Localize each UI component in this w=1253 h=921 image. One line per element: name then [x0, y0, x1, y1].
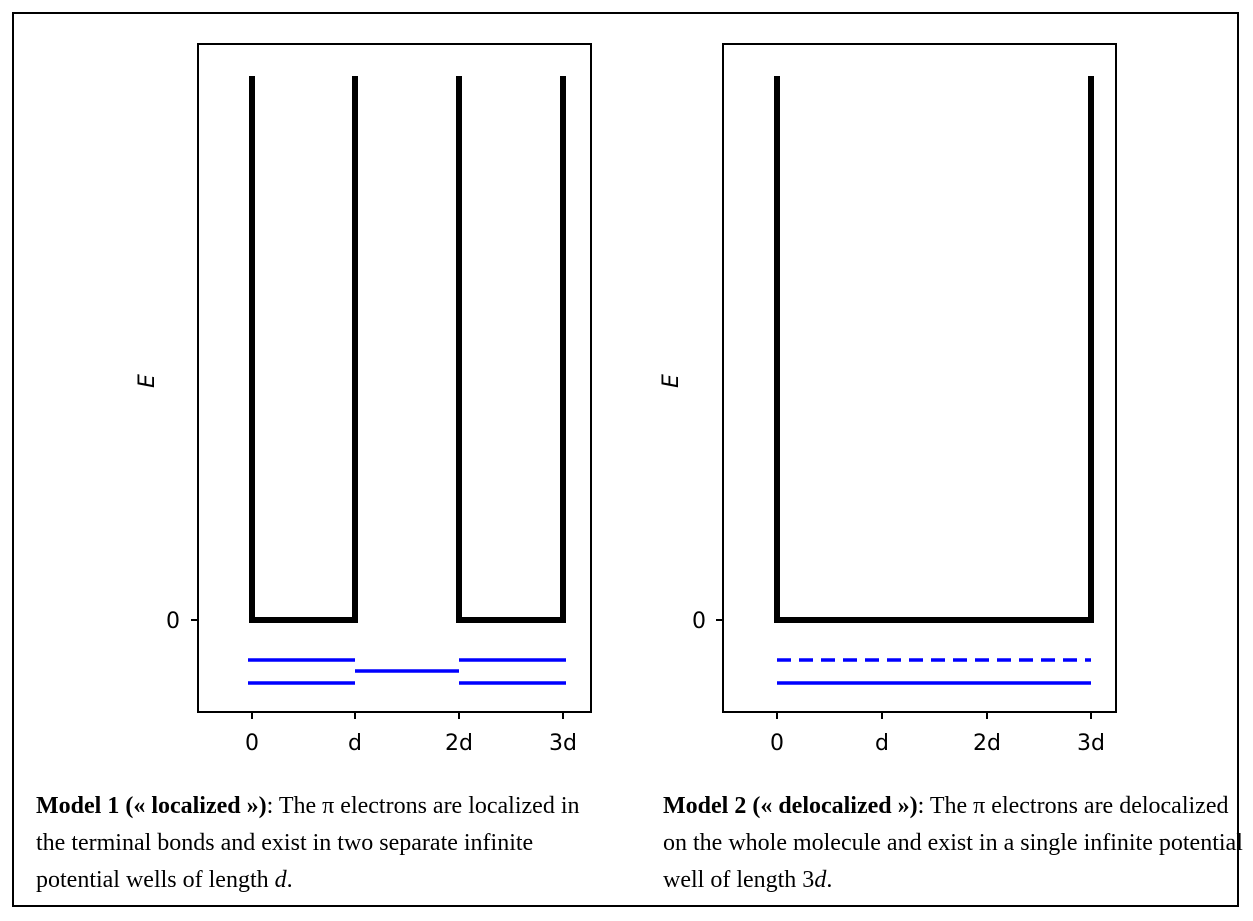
x-tick-label: 0	[770, 731, 784, 756]
y-axis-label: E	[135, 374, 160, 388]
caption-end: .	[826, 867, 833, 893]
caption-italic: d	[274, 867, 287, 893]
x-tick-label: 0	[245, 731, 259, 756]
figure-frame	[12, 12, 1239, 907]
x-tick-label: d	[348, 731, 362, 756]
caption-end: .	[286, 867, 293, 893]
panel-localized: 0 0 d 2d 3d E	[135, 43, 592, 756]
y-tick-label: 0	[692, 609, 706, 634]
x-tick-label: 3d	[549, 731, 577, 756]
potential-well-right	[456, 76, 566, 623]
axes-box	[722, 43, 1117, 713]
potential-well-single	[774, 76, 1094, 623]
caption-model-2: Model 2 (« delocalized »): The π electro…	[663, 788, 1243, 899]
x-tick-label: 2d	[973, 731, 1001, 756]
y-tick-label: 0	[166, 609, 180, 634]
caption-title: Model 2 (« delocalized »)	[663, 793, 918, 819]
caption-model-1: Model 1 (« localized »): The π electrons…	[36, 788, 596, 899]
axes-box	[197, 43, 592, 713]
caption-title: Model 1 (« localized »)	[36, 793, 267, 819]
x-tick-label: 2d	[445, 731, 473, 756]
y-axis-label: E	[659, 374, 684, 388]
x-tick-label: d	[875, 731, 889, 756]
potential-well-left	[249, 76, 358, 623]
panel-delocalized: 0 0 d 2d 3d E	[659, 43, 1117, 756]
x-tick-label: 3d	[1077, 731, 1105, 756]
caption-text: : The π electrons are localized in the t…	[36, 793, 580, 893]
caption-italic: d	[814, 867, 827, 893]
caption-text: : The π electrons are delocalized on the…	[663, 793, 1243, 893]
